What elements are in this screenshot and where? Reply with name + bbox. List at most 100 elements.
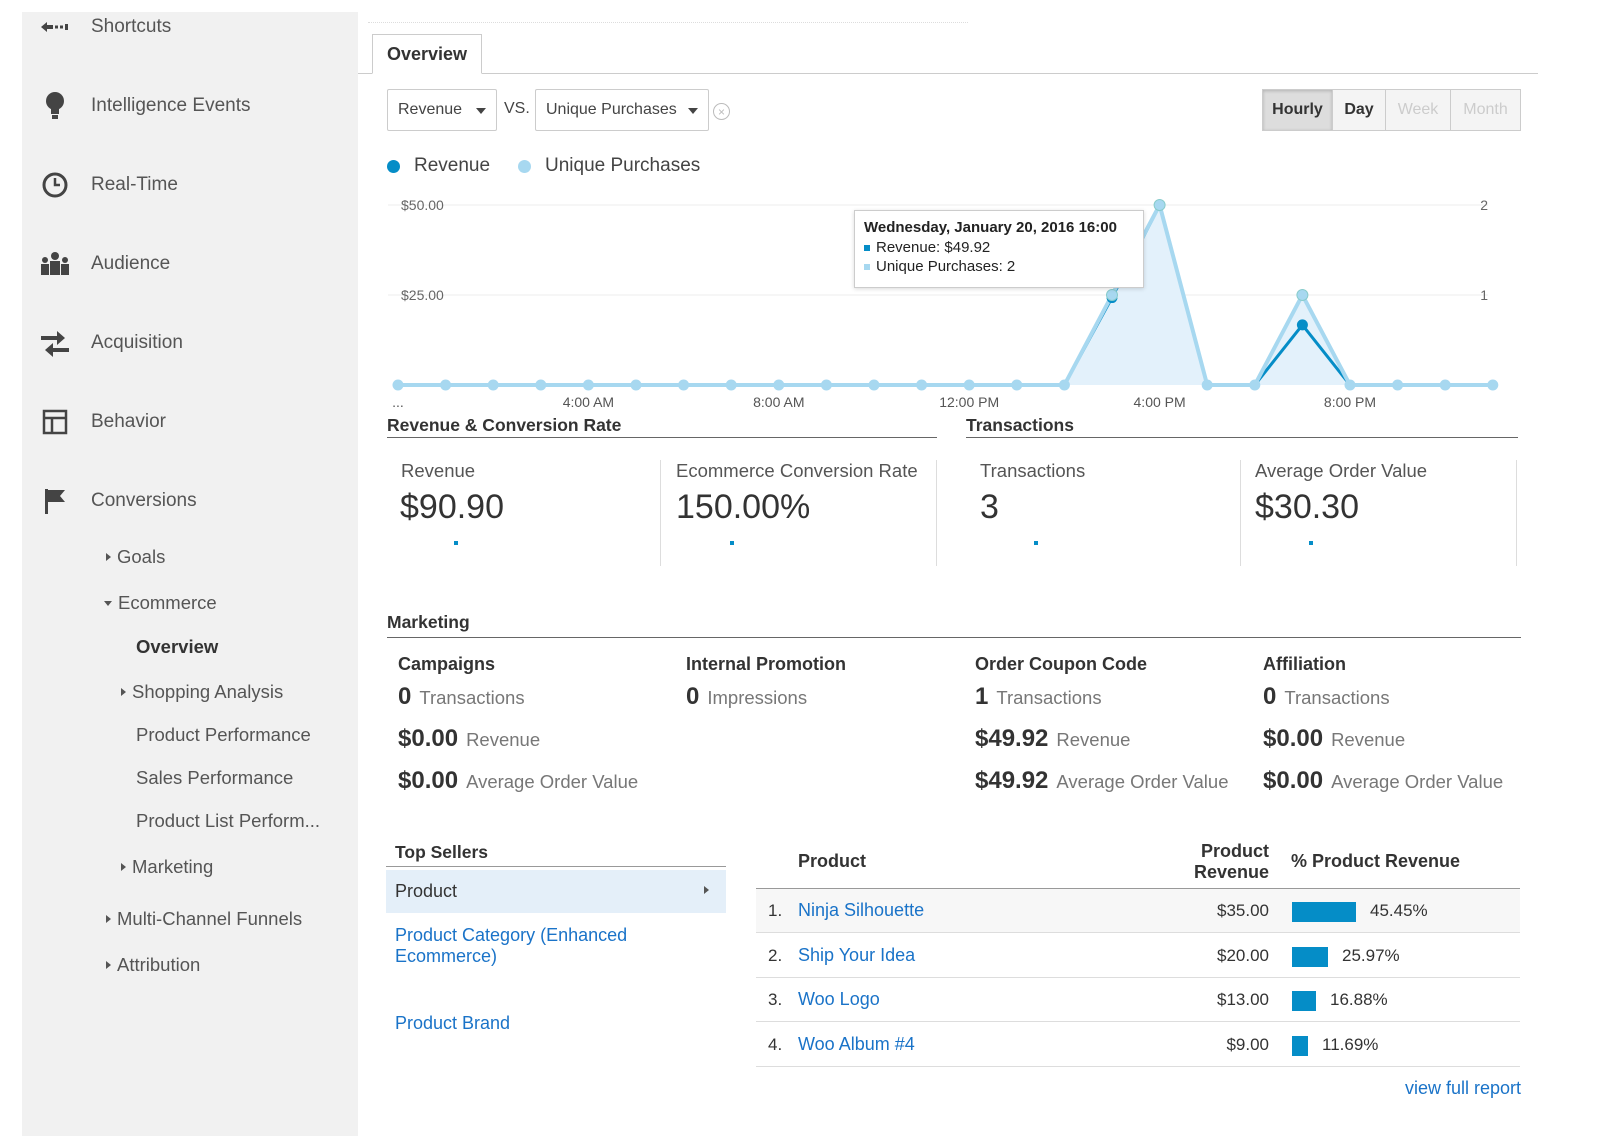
day-button[interactable]: Day — [1332, 89, 1386, 131]
top-sellers-option-category[interactable]: Product Category (Enhanced Ecommerce) — [395, 925, 628, 966]
revenue-share-bar — [1292, 991, 1316, 1012]
chevron-down-icon — [688, 108, 698, 114]
marketing-stat: $0.00 Revenue — [1263, 725, 1405, 753]
line-unique-purchases — [398, 199, 1493, 387]
stat-label: Revenue — [466, 729, 541, 750]
product-link[interactable]: Ship Your Idea — [798, 944, 916, 965]
sidebar-item-audience[interactable]: Audience — [22, 244, 358, 284]
sub-label: Ecommerce — [118, 592, 217, 613]
data-point-unique-purchases — [1392, 379, 1404, 391]
view-full-report-link[interactable]: view full report — [1404, 1078, 1521, 1098]
legend-revenue[interactable]: Revenue — [387, 155, 490, 177]
sidebar-sub-product-performance[interactable]: Product Performance — [136, 720, 311, 750]
product-link[interactable]: Woo Logo — [798, 989, 880, 1010]
sidebar-sub-multi-channel[interactable]: Multi-Channel Funnels — [106, 904, 302, 934]
sidebar-sub-overview[interactable]: Overview — [136, 632, 218, 662]
sidebar-item-label: Acquisition — [91, 332, 183, 353]
sub-label: Marketing — [132, 856, 214, 877]
sidebar-sub-goals[interactable]: Goals — [106, 542, 165, 572]
legend-unique-purchases[interactable]: Unique Purchases — [518, 155, 700, 177]
flag-icon — [38, 484, 72, 518]
data-point-unique-purchases — [773, 379, 785, 391]
column-header-pct-revenue[interactable]: % Product Revenue — [1291, 851, 1461, 871]
section-title-revenue: Revenue & Conversion Rate — [387, 415, 622, 435]
column-header-product[interactable]: Product — [798, 851, 867, 871]
month-button[interactable]: Month — [1450, 89, 1521, 131]
main-content: Overview Revenue VS. Unique Purchases × … — [358, 0, 1600, 1136]
sub-label: Product List Perform... — [136, 810, 321, 831]
sidebar-sub-ecommerce[interactable]: Ecommerce — [104, 588, 217, 618]
divider — [387, 637, 1521, 638]
product-revenue: $9.00 — [1226, 1034, 1269, 1054]
people-icon — [38, 247, 72, 281]
data-point-unique-purchases — [868, 379, 880, 391]
product-link[interactable]: Woo Album #4 — [798, 1033, 915, 1054]
revenue-share-pct: 25.97% — [1342, 945, 1400, 965]
revenue-share-bar — [1292, 902, 1356, 922]
data-point-unique-purchases — [1058, 379, 1070, 391]
sidebar-sub-shopping-analysis[interactable]: Shopping Analysis — [121, 677, 283, 707]
sidebar-sub-sales-performance[interactable]: Sales Performance — [136, 763, 293, 793]
divider — [966, 437, 1518, 438]
divider — [1516, 460, 1517, 566]
metric-value: 3 — [980, 488, 999, 526]
top-sellers-option-product[interactable]: Product — [386, 870, 726, 913]
sidebar-item-intelligence-events[interactable]: Intelligence Events — [22, 86, 358, 126]
sidebar-sub-product-list[interactable]: Product List Perform... — [136, 806, 320, 836]
data-point-unique-purchases — [725, 379, 737, 391]
tooltip-text: Revenue: $49.92 — [876, 239, 991, 256]
clear-compare-icon[interactable]: × — [713, 103, 730, 120]
marketing-stat: $49.92 Average Order Value — [975, 767, 1229, 795]
line-chart[interactable]: $50.00 $25.00 2 1... 4:00 AM 8:00 AM 12:00 PM 4… — [358, 180, 1508, 420]
option-label: Product — [395, 881, 458, 901]
stat-label: Transactions — [419, 687, 525, 708]
revenue-share-pct: 11.69% — [1322, 1034, 1379, 1054]
marketing-stat: $49.92 Revenue — [975, 725, 1130, 753]
data-point-unique-purchases — [487, 379, 499, 391]
chevron-down-icon — [476, 108, 486, 114]
divider — [936, 460, 937, 566]
sidebar-item-acquisition[interactable]: Acquisition — [22, 323, 358, 363]
tooltip-row-revenue: Revenue: $49.92 — [864, 239, 1134, 256]
hourly-button[interactable]: Hourly — [1262, 89, 1333, 131]
top-sellers-option-brand[interactable]: Product Brand — [395, 1013, 511, 1033]
legend-dot-icon — [518, 159, 531, 173]
data-point-unique-purchases — [1106, 289, 1118, 301]
metric-select-primary[interactable]: Revenue — [387, 89, 497, 131]
sidebar-sub-attribution[interactable]: Attribution — [106, 950, 200, 980]
data-point-unique-purchases — [1201, 379, 1213, 391]
x-tick-label: 12:00 PM — [939, 394, 999, 410]
expand-icon — [106, 915, 111, 923]
week-button[interactable]: Week — [1385, 89, 1451, 131]
column-header-revenue[interactable]: Product Revenue — [1156, 841, 1269, 883]
sub-label: Overview — [136, 636, 219, 657]
legend-square-icon — [864, 244, 870, 251]
legend-label: Unique Purchases — [545, 155, 701, 176]
sidebar-item-label: Shortcuts — [91, 16, 172, 37]
sidebar-item-shortcuts[interactable]: Shortcuts — [22, 7, 358, 47]
sidebar-item-behavior[interactable]: Behavior — [22, 402, 358, 442]
tab-overview[interactable]: Overview — [372, 34, 482, 74]
stat-label: Average Order Value — [1331, 771, 1504, 792]
sidebar-item-conversions[interactable]: Conversions — [22, 481, 358, 521]
sidebar-item-label: Audience — [91, 253, 171, 274]
sidebar-item-label: Behavior — [91, 411, 166, 432]
product-link[interactable]: Ninja Silhouette — [798, 900, 925, 920]
chevron-right-icon — [704, 886, 709, 894]
sidebar-sub-marketing[interactable]: Marketing — [121, 852, 213, 882]
stat-value: $49.92 — [975, 725, 1049, 752]
stat-value: 0 — [398, 683, 412, 710]
metric-select-compare[interactable]: Unique Purchases — [535, 89, 709, 131]
divider — [756, 888, 1520, 889]
sidebar: Shortcuts Intelligence Events Real-Time … — [22, 12, 358, 1136]
stat-label: Revenue — [1056, 729, 1131, 750]
marketing-stat: $0.00 Revenue — [398, 725, 540, 753]
metric-label: Transactions — [980, 460, 1086, 481]
legend-dot-icon — [387, 159, 400, 173]
data-point-unique-purchases — [1296, 289, 1309, 301]
lightbulb-icon — [38, 89, 72, 123]
expand-icon — [106, 961, 111, 969]
sidebar-item-real-time[interactable]: Real-Time — [22, 165, 358, 205]
sparkline — [1034, 541, 1038, 545]
data-point-unique-purchases — [1487, 379, 1499, 391]
